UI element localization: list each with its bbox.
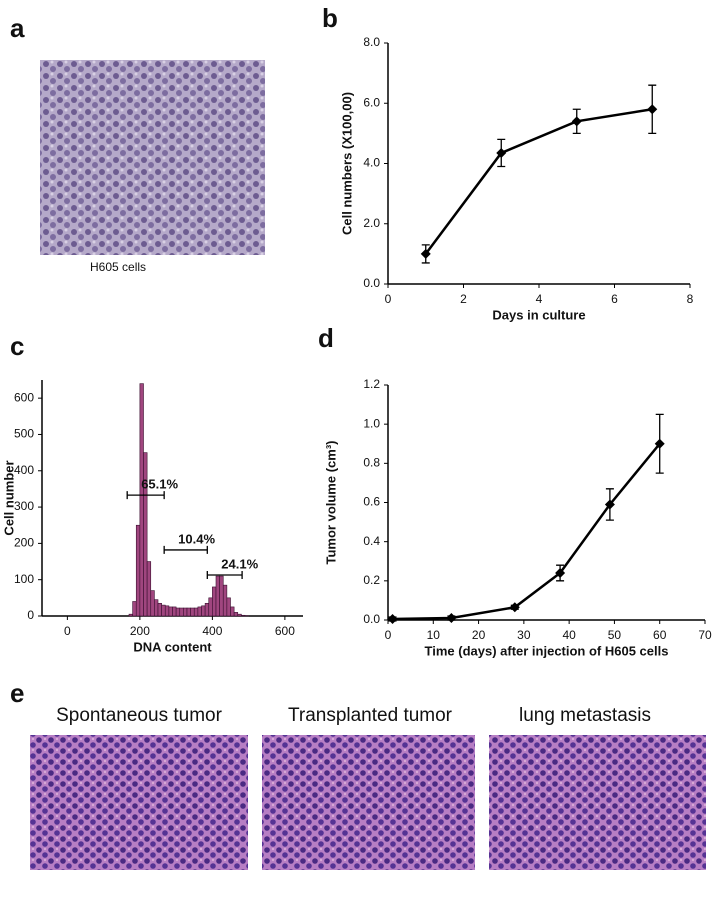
bar — [183, 608, 187, 616]
y-tick-label: 0.6 — [363, 495, 380, 509]
y-tick-label: 200 — [14, 536, 34, 550]
panel-label: d — [318, 323, 334, 353]
x-tick-label: 0 — [385, 292, 392, 306]
bar — [140, 384, 144, 616]
annotation: 65.1% — [141, 477, 178, 492]
y-tick-label: 4.0 — [363, 156, 380, 170]
bar — [194, 608, 198, 616]
bar — [216, 576, 220, 616]
bar — [151, 591, 155, 616]
y-tick-label: 100 — [14, 572, 34, 586]
x-axis-label: DNA content — [133, 639, 212, 654]
marker — [446, 613, 456, 623]
x-tick-label: 200 — [130, 624, 150, 638]
y-tick-label: 0.2 — [363, 573, 380, 587]
y-tick-label: 600 — [14, 390, 34, 404]
bar — [220, 576, 224, 616]
x-tick-label: 50 — [608, 628, 622, 642]
bar — [205, 603, 209, 616]
y-tick-label: 1.2 — [363, 377, 380, 391]
x-axis-label: Time (days) after injection of H605 cell… — [425, 643, 669, 658]
x-tick-label: 600 — [275, 624, 295, 638]
y-axis-label: Cell number — [1, 460, 16, 535]
y-tick-label: 500 — [14, 427, 34, 441]
x-tick-label: 0 — [64, 624, 71, 638]
x-tick-label: 60 — [653, 628, 667, 642]
micrograph — [489, 735, 706, 870]
image-caption: H605 cells — [90, 260, 146, 274]
y-tick-label: 6.0 — [363, 95, 380, 109]
bar — [227, 598, 231, 616]
bar — [169, 607, 173, 616]
bar — [209, 598, 213, 616]
bar — [180, 608, 184, 616]
y-tick-label: 300 — [14, 499, 34, 513]
bar — [187, 608, 191, 616]
annotation: 10.4% — [178, 531, 215, 546]
line — [393, 444, 660, 619]
bar — [212, 587, 216, 616]
image-title: Spontaneous tumor — [56, 705, 223, 726]
y-tick-label: 0.8 — [363, 456, 380, 470]
bar — [165, 606, 169, 616]
x-tick-label: 8 — [687, 292, 694, 306]
x-tick-label: 70 — [698, 628, 712, 642]
bar — [173, 607, 177, 616]
bar — [234, 612, 238, 616]
bar — [202, 606, 206, 616]
bar — [154, 600, 158, 616]
x-tick-label: 30 — [517, 628, 531, 642]
y-axis-label: Tumor volume (cm³) — [323, 441, 338, 565]
x-tick-label: 6 — [611, 292, 618, 306]
bar — [198, 607, 202, 616]
bar — [191, 608, 195, 616]
x-tick-label: 20 — [472, 628, 486, 642]
panel-label: b — [322, 3, 338, 33]
marker — [388, 614, 398, 624]
bar — [231, 607, 235, 616]
y-tick-label: 400 — [14, 463, 34, 477]
y-tick-label: 8.0 — [363, 35, 380, 49]
micrograph — [30, 735, 248, 870]
bar — [129, 614, 133, 616]
bar — [133, 601, 137, 616]
bar — [136, 525, 140, 616]
x-tick-label: 400 — [202, 624, 222, 638]
bar — [238, 614, 242, 616]
annotation: 24.1% — [221, 556, 258, 571]
panel-label: c — [10, 331, 24, 361]
image-title: lung metastasis — [519, 705, 651, 726]
panel-label: a — [10, 13, 25, 43]
image-title: Transplanted tumor — [288, 705, 453, 726]
panel-label: e — [10, 678, 24, 708]
micrograph — [40, 60, 265, 255]
marker — [647, 104, 657, 114]
bar — [162, 605, 166, 616]
line — [426, 109, 653, 254]
x-tick-label: 2 — [460, 292, 467, 306]
y-tick-label: 0.0 — [363, 612, 380, 626]
bar — [158, 603, 162, 616]
micrograph — [262, 735, 475, 870]
y-tick-label: 0.0 — [363, 276, 380, 290]
x-tick-label: 10 — [427, 628, 441, 642]
x-tick-label: 0 — [385, 628, 392, 642]
x-tick-label: 4 — [536, 292, 543, 306]
y-tick-label: 0.4 — [363, 534, 380, 548]
y-axis-label: Cell numbers (X100,00) — [339, 92, 354, 235]
marker — [572, 116, 582, 126]
bar — [223, 585, 227, 616]
bar — [176, 608, 180, 616]
gate — [164, 546, 207, 554]
x-axis-label: Days in culture — [492, 307, 585, 322]
bar — [241, 615, 245, 616]
y-tick-label: 2.0 — [363, 216, 380, 230]
gate — [207, 571, 242, 579]
bar — [147, 562, 151, 616]
y-tick-label: 0 — [27, 608, 34, 622]
y-tick-label: 1.0 — [363, 416, 380, 430]
x-tick-label: 40 — [562, 628, 576, 642]
